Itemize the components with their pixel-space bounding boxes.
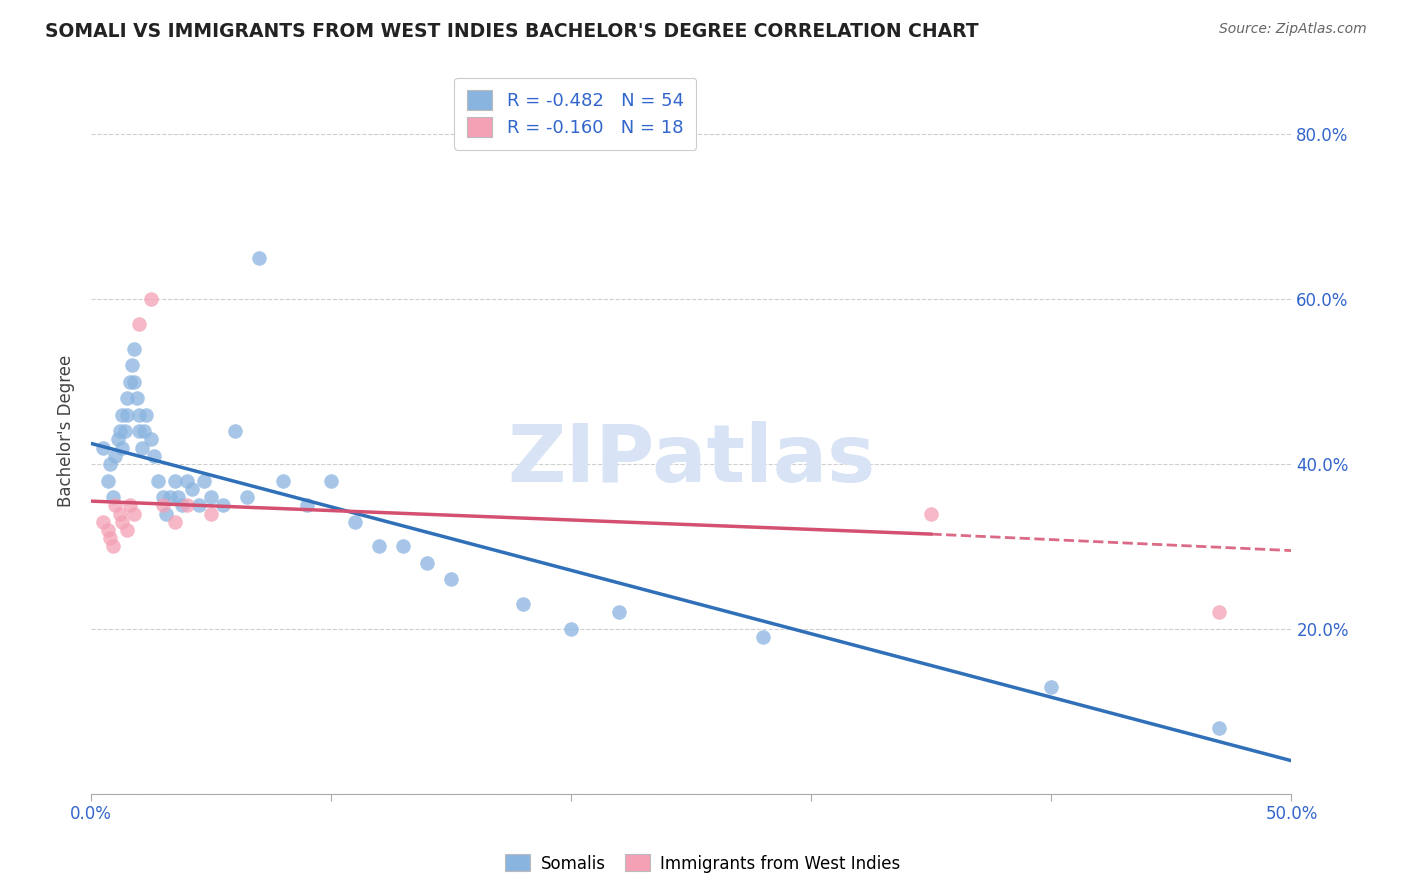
Point (128, 317, 150, 331)
Point (128, 424, 150, 438)
Point (200, 490, 222, 504)
Point (440, 573, 463, 587)
Point (131, 441, 153, 455)
Point (118, 498, 141, 512)
Point (176, 474, 198, 488)
Text: Source: ZipAtlas.com: Source: ZipAtlas.com (1219, 22, 1367, 37)
Point (181, 482, 204, 496)
Point (321, 474, 343, 488)
Point (176, 498, 198, 512)
Point (368, 540, 391, 554)
Point (152, 490, 174, 504)
Point (115, 408, 138, 422)
Point (108, 424, 131, 438)
Point (124, 375, 146, 389)
Point (607, 606, 630, 620)
Point (135, 408, 157, 422)
Point (165, 474, 187, 488)
Point (141, 292, 163, 306)
Point (111, 441, 134, 455)
Point (118, 375, 141, 389)
Point (125, 391, 148, 405)
Point (165, 515, 187, 529)
Point (155, 507, 177, 521)
Point (104, 498, 127, 512)
Point (166, 490, 188, 504)
Point (392, 540, 415, 554)
Point (159, 490, 181, 504)
Point (247, 251, 270, 265)
Point (108, 507, 131, 521)
Point (212, 498, 235, 512)
Point (97, 523, 120, 537)
Point (1208, 606, 1230, 620)
Point (152, 498, 174, 512)
Point (114, 424, 136, 438)
Point (121, 358, 143, 372)
Point (124, 342, 146, 356)
Point (271, 474, 294, 488)
Point (224, 424, 246, 438)
Point (115, 391, 138, 405)
Point (920, 507, 942, 521)
Point (200, 507, 222, 521)
Point (193, 474, 215, 488)
Point (752, 630, 775, 644)
Point (111, 515, 134, 529)
Point (148, 474, 170, 488)
Point (101, 540, 124, 554)
Point (101, 490, 124, 504)
Point (97, 474, 120, 488)
Point (1208, 721, 1230, 735)
Point (111, 408, 134, 422)
Point (344, 515, 367, 529)
Legend: R = -0.482   N = 54, R = -0.160   N = 18: R = -0.482 N = 54, R = -0.160 N = 18 (454, 78, 696, 150)
Point (98, 531, 121, 545)
Point (141, 433, 163, 447)
Point (416, 556, 439, 570)
Point (142, 449, 165, 463)
Text: ZIPatlas: ZIPatlas (508, 421, 876, 500)
Point (98, 457, 121, 471)
Point (91, 515, 114, 529)
Point (107, 433, 129, 447)
Point (188, 498, 211, 512)
Point (295, 498, 318, 512)
Point (172, 498, 194, 512)
Point (512, 597, 534, 611)
Y-axis label: Bachelor's Degree: Bachelor's Degree (58, 355, 75, 508)
Point (128, 408, 150, 422)
Legend: Somalis, Immigrants from West Indies: Somalis, Immigrants from West Indies (499, 847, 907, 880)
Point (236, 490, 259, 504)
Point (1040, 680, 1063, 694)
Point (560, 622, 582, 636)
Point (115, 523, 138, 537)
Point (91, 441, 114, 455)
Point (124, 507, 146, 521)
Point (104, 449, 127, 463)
Point (132, 424, 155, 438)
Text: SOMALI VS IMMIGRANTS FROM WEST INDIES BACHELOR'S DEGREE CORRELATION CHART: SOMALI VS IMMIGRANTS FROM WEST INDIES BA… (45, 22, 979, 41)
